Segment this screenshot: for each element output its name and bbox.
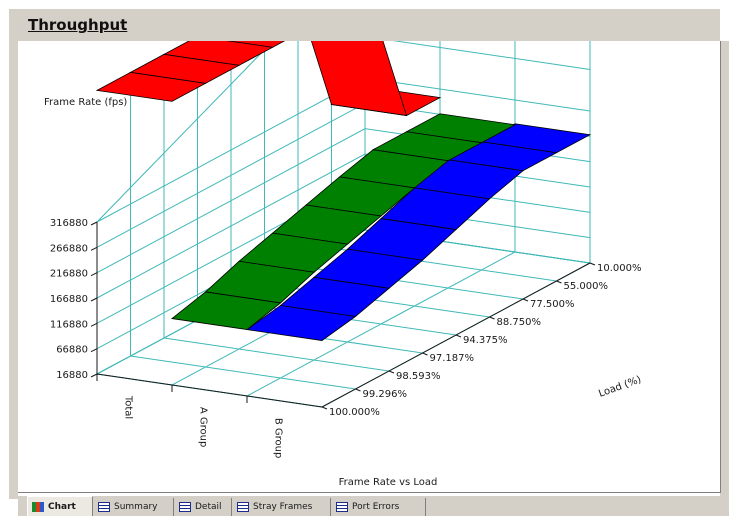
- load-tick: [589, 262, 596, 266]
- load-gridline-floor: [130, 355, 356, 390]
- table-icon: [98, 502, 110, 512]
- load-tick: [388, 370, 395, 374]
- load-tick-label: 97.187%: [430, 353, 475, 364]
- table-icon: [336, 502, 348, 512]
- tab-stray-frames-label: Stray Frames: [253, 502, 313, 512]
- load-tick-label: 55.000%: [564, 281, 609, 292]
- load-tick: [522, 298, 529, 302]
- y-tick-label: 66880: [56, 345, 88, 356]
- tab-detail-label: Detail: [195, 502, 222, 512]
- value-tick: [90, 246, 98, 251]
- load-tick-label: 99.296%: [363, 389, 408, 400]
- y-tick-label: 116880: [50, 319, 88, 330]
- series-ribbon-segment: [171, 291, 282, 330]
- window-top-edge: [0, 0, 729, 9]
- value-tick: [90, 221, 98, 226]
- tab-stray-frames[interactable]: Stray Frames: [233, 498, 331, 516]
- series-ribbon-segment: [245, 305, 357, 341]
- category-label: Total: [122, 395, 133, 419]
- right-frame: [720, 41, 729, 516]
- chart-icon: [32, 501, 44, 512]
- y-tick-label: 316880: [50, 218, 88, 229]
- load-tick: [556, 280, 562, 284]
- y-tick-label: 16880: [56, 370, 88, 381]
- value-tick: [90, 348, 98, 353]
- category-label: A Group: [197, 407, 208, 447]
- table-icon: [237, 502, 249, 512]
- left-frame: [9, 41, 18, 499]
- load-tick-label: 88.750%: [497, 317, 542, 328]
- category-gridline: [246, 41, 516, 397]
- value-tick: [90, 373, 98, 378]
- load-tick: [455, 334, 462, 338]
- value-tick: [90, 272, 98, 277]
- y-tick-label: 166880: [50, 294, 88, 305]
- series-ribbon-segment: [95, 71, 207, 102]
- tab-strip: Chart Summary Detail Stray Frames Port E…: [18, 496, 720, 516]
- load-tick: [321, 406, 328, 410]
- value-tick: [90, 322, 98, 327]
- load-tick-label: 77.500%: [530, 299, 575, 310]
- chart-panel: 16880 66880 116880 166880 216880 266880 316880…: [18, 41, 721, 493]
- value-tick: [90, 297, 98, 302]
- load-tick-label: 98.593%: [396, 371, 441, 382]
- load-gridline-floor: [163, 337, 390, 372]
- load-tick: [422, 352, 428, 356]
- category-axis-line: [96, 373, 323, 408]
- load-tick-label: 100.000%: [329, 407, 380, 418]
- throughput-3d-chart: 16880 66880 116880 166880 216880 266880 316880…: [44, 41, 643, 488]
- y-tick-label: 216880: [50, 269, 88, 280]
- load-tick-label: 10.000%: [597, 263, 642, 274]
- y-tick-label: 266880: [50, 243, 88, 254]
- tab-chart-label: Chart: [48, 501, 76, 512]
- load-tick-label: 94.375%: [463, 335, 508, 346]
- tab-chart[interactable]: Chart: [27, 496, 93, 516]
- tab-summary-label: Summary: [114, 502, 158, 512]
- category-label: B Group: [272, 418, 283, 458]
- y-axis-title: Frame Rate (fps): [44, 97, 127, 108]
- tab-port-errors[interactable]: Port Errors: [332, 498, 426, 516]
- report-header: Throughput: [9, 9, 720, 42]
- table-icon: [179, 502, 191, 512]
- tab-port-errors-label: Port Errors: [352, 502, 400, 512]
- z-axis-title: Load (%): [597, 374, 643, 400]
- chart-title: Frame Rate vs Load: [339, 477, 438, 488]
- tab-summary[interactable]: Summary: [94, 498, 174, 516]
- load-tick: [355, 388, 361, 392]
- series-ribbon-segment: [311, 41, 408, 117]
- page-title: Throughput: [28, 16, 128, 34]
- back-gridline: [392, 41, 591, 70]
- load-tick: [489, 316, 495, 320]
- tab-detail[interactable]: Detail: [175, 498, 232, 516]
